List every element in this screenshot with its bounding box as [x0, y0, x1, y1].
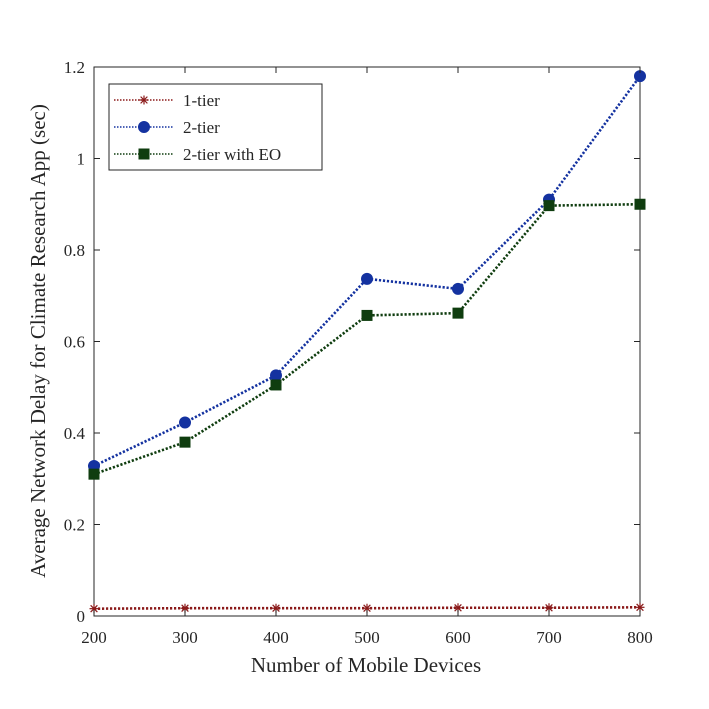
y-axis-label: Average Network Delay for Climate Resear… [26, 104, 50, 578]
data-point [88, 468, 100, 480]
data-point [179, 416, 191, 429]
series-2-tier-with-eo [88, 198, 646, 480]
y-tick-label: 0.8 [64, 241, 85, 260]
legend: 1-tier 2-tier 2-tier with EO [108, 83, 323, 171]
data-point [544, 603, 554, 613]
x-tick-label: 400 [263, 628, 289, 647]
x-tick-label: 200 [81, 628, 107, 647]
data-point [452, 307, 464, 319]
legend-item: 1-tier [114, 91, 220, 110]
series-layer [88, 70, 646, 614]
x-tick-label: 800 [627, 628, 653, 647]
legend-item: 2-tier with EO [114, 145, 281, 164]
x-tick-label: 600 [445, 628, 471, 647]
ticks-layer: 200 300 400 500 600 700 800 0 0.2 0.4 0.6 0.8 1 1.2 [64, 58, 653, 647]
x-tick-label: 300 [172, 628, 198, 647]
x-axis-label: Number of Mobile Devices [251, 653, 481, 677]
data-point [271, 603, 281, 613]
legend-marker [139, 95, 149, 105]
x-tick-label: 500 [354, 628, 380, 647]
legend-label: 2-tier with EO [183, 145, 281, 164]
legend-item: 2-tier [114, 118, 220, 137]
legend-marker [138, 148, 150, 160]
data-point [180, 603, 190, 613]
data-point [361, 272, 373, 285]
data-point [270, 379, 282, 391]
data-point [89, 604, 99, 614]
data-point [270, 369, 282, 382]
legend-marker [138, 121, 150, 133]
y-tick-label: 0.2 [64, 516, 85, 535]
y-tick-label: 0 [77, 607, 86, 626]
data-point [543, 200, 555, 212]
y-tick-label: 0.4 [64, 424, 86, 443]
y-tick-label: 0.6 [64, 333, 85, 352]
x-tick-label: 700 [536, 628, 562, 647]
y-tick-label: 1.2 [64, 58, 85, 77]
data-point [452, 282, 464, 295]
data-point [634, 198, 646, 210]
series-1-tier [89, 602, 645, 614]
data-point [361, 309, 373, 321]
legend-label: 2-tier [183, 118, 220, 137]
data-point [179, 436, 191, 448]
legend-label: 1-tier [183, 91, 220, 110]
y-tick-label: 1 [77, 150, 86, 169]
